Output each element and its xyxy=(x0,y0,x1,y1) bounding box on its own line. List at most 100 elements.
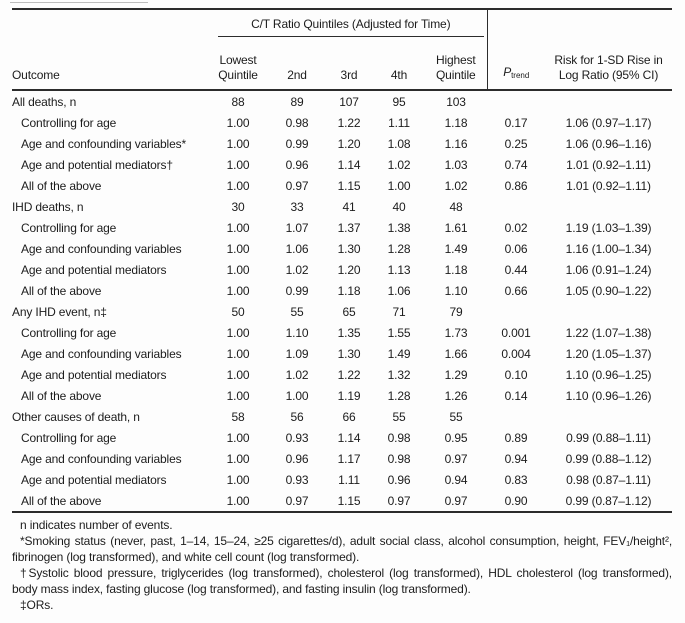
row-label: Age and potential mediators xyxy=(21,262,167,277)
table-cell: 1.00 xyxy=(226,283,250,298)
table-cell: 1.14 xyxy=(337,157,361,172)
table-cell: 1.00 xyxy=(226,178,250,193)
table-cell: 50 xyxy=(231,304,245,319)
table-cell: 1.06 (0.97–1.17) xyxy=(565,115,652,130)
table-cell: 0.95 xyxy=(444,430,468,445)
table-cell: 0.90 xyxy=(504,493,528,508)
table-cell: 0.93 xyxy=(285,472,309,487)
table-row-group: Other causes of death, n 58 56 66 55 55 xyxy=(12,406,672,427)
table-cell: 0.97 xyxy=(387,493,411,508)
table-row: Age and potential mediators† 1.00 0.96 1.14… xyxy=(12,154,672,175)
table-cell: 0.02 xyxy=(504,220,528,235)
footnote-confounding-variables: *Smoking status (never, past, 1–14, 15–2… xyxy=(12,534,672,564)
table-cell: 1.11 xyxy=(338,472,360,487)
scan-artifact-line xyxy=(10,2,148,3)
table-cell: 1.11 xyxy=(388,115,410,130)
row-label: All of the above xyxy=(21,283,102,298)
table-row: Controlling for age 1.00 0.93 1.14 0.98 0.95 0… xyxy=(12,427,672,448)
table-cell: 0.98 (0.87–1.11) xyxy=(566,472,651,487)
table-cell: 55 xyxy=(449,409,463,424)
col-header-risk: Risk for 1-SD Rise in Log Ratio (95% CI) xyxy=(545,37,673,91)
row-label: Age and confounding variables* xyxy=(21,136,186,151)
row-label: IHD deaths, n xyxy=(12,199,84,214)
table-cell: 1.37 xyxy=(337,220,361,235)
table-cell: 1.14 xyxy=(337,430,361,445)
row-label: Age and confounding variables xyxy=(21,241,182,256)
table-row: Age and confounding variables 1.00 1.09 1.3… xyxy=(12,343,672,364)
table-cell: 1.06 (0.96–1.16) xyxy=(565,136,652,151)
table-cell: 1.01 (0.92–1.11) xyxy=(566,178,651,193)
table-cell xyxy=(545,90,672,112)
table-cell: 0.25 xyxy=(504,136,528,151)
table-cell: 1.22 (1.07–1.38) xyxy=(565,325,652,340)
table-cell: 55 xyxy=(392,409,406,424)
table-cell: 65 xyxy=(342,304,356,319)
table-cell: 0.97 xyxy=(444,451,468,466)
table-cell: 95 xyxy=(392,94,406,109)
table-cell: 0.96 xyxy=(387,472,411,487)
table-cell: 48 xyxy=(449,199,463,214)
table-cell: 1.10 xyxy=(285,325,309,340)
row-label: Age and confounding variables xyxy=(21,451,182,466)
table-cell: 1.55 xyxy=(387,325,411,340)
table-cell: 1.00 xyxy=(285,388,309,403)
column-group-title: C/T Ratio Quintiles (Adjusted for Time) xyxy=(218,10,484,37)
table-row-group: Any IHD event, n‡ 50 55 65 71 79 xyxy=(12,301,672,322)
table-row-group: All deaths, n 88 89 107 95 103 xyxy=(12,90,672,112)
table-cell: 0.97 xyxy=(285,178,309,193)
footnote-potential-mediators: †Systolic blood pressure, triglycerides … xyxy=(12,566,672,596)
table-row: Age and confounding variables* 1.00 0.99 1.… xyxy=(12,133,672,154)
table-cell: 66 xyxy=(342,409,356,424)
table-cell: 0.96 xyxy=(285,451,309,466)
table-cell: 1.17 xyxy=(337,451,361,466)
table-cell: 0.98 xyxy=(387,451,411,466)
table-cell: 1.10 (0.96–1.25) xyxy=(565,367,652,382)
table-cell: 1.02 xyxy=(285,262,309,277)
table-cell: 1.05 (0.90–1.22) xyxy=(565,283,652,298)
table-cell: 41 xyxy=(342,199,356,214)
col-header-p-trend: Ptrend xyxy=(487,37,546,91)
table-body: All deaths, n 88 89 107 95 103 Controlling for… xyxy=(12,90,672,512)
table-cell: 107 xyxy=(339,94,359,109)
table-cell: 1.00 xyxy=(226,325,250,340)
table-cell: 1.02 xyxy=(285,367,309,382)
table-row: All of the above 1.00 0.97 1.15 1.00 1.02 0.86… xyxy=(12,175,672,196)
table-cell: 1.19 (1.03–1.39) xyxy=(565,220,652,235)
outcomes-table: C/T Ratio Quintiles (Adjusted for Time) … xyxy=(12,8,673,513)
table-cell: 1.09 xyxy=(285,346,309,361)
p-subscript: trend xyxy=(511,71,530,80)
table-cell: 0.97 xyxy=(285,493,309,508)
table-cell: 1.35 xyxy=(337,325,361,340)
column-group-header: C/T Ratio Quintiles (Adjusted for Time) xyxy=(207,9,488,37)
row-label: All of the above xyxy=(21,178,102,193)
table-cell: 1.00 xyxy=(226,241,250,256)
table-cell: 0.99 (0.87–1.12) xyxy=(565,493,652,508)
table-cell: 1.29 xyxy=(444,367,468,382)
table-cell: 1.13 xyxy=(387,262,411,277)
table-cell xyxy=(487,301,545,322)
table-cell: 1.06 xyxy=(285,241,309,256)
table-cell: 1.26 xyxy=(444,388,468,403)
table-cell: 0.99 xyxy=(285,136,309,151)
table-cell: 1.38 xyxy=(387,220,411,235)
table-cell: 0.98 xyxy=(387,430,411,445)
table-cell: 1.16 xyxy=(444,136,468,151)
row-label: Controlling for age xyxy=(21,325,117,340)
table-row-group: IHD deaths, n 30 33 41 40 48 xyxy=(12,196,672,217)
table-cell: 0.94 xyxy=(444,472,468,487)
table-cell: 1.66 xyxy=(444,346,468,361)
table-cell: 1.00 xyxy=(226,346,250,361)
table-cell: 0.66 xyxy=(504,283,528,298)
table-cell: 0.98 xyxy=(285,115,309,130)
col-header-outcome: Outcome xyxy=(12,37,207,91)
table-cell: 0.93 xyxy=(285,430,309,445)
table-cell: 1.00 xyxy=(226,157,250,172)
table-cell: 33 xyxy=(290,199,304,214)
row-label: All deaths, n xyxy=(12,94,77,109)
row-label: Controlling for age xyxy=(21,430,117,445)
table-row: Age and potential mediators 1.00 0.93 1.11 0… xyxy=(12,469,672,490)
table-row: Age and confounding variables 1.00 0.96 1.1… xyxy=(12,448,672,469)
table-cell: 1.02 xyxy=(387,157,411,172)
table-cell: 1.10 xyxy=(444,283,468,298)
table-cell: 1.18 xyxy=(337,283,361,298)
